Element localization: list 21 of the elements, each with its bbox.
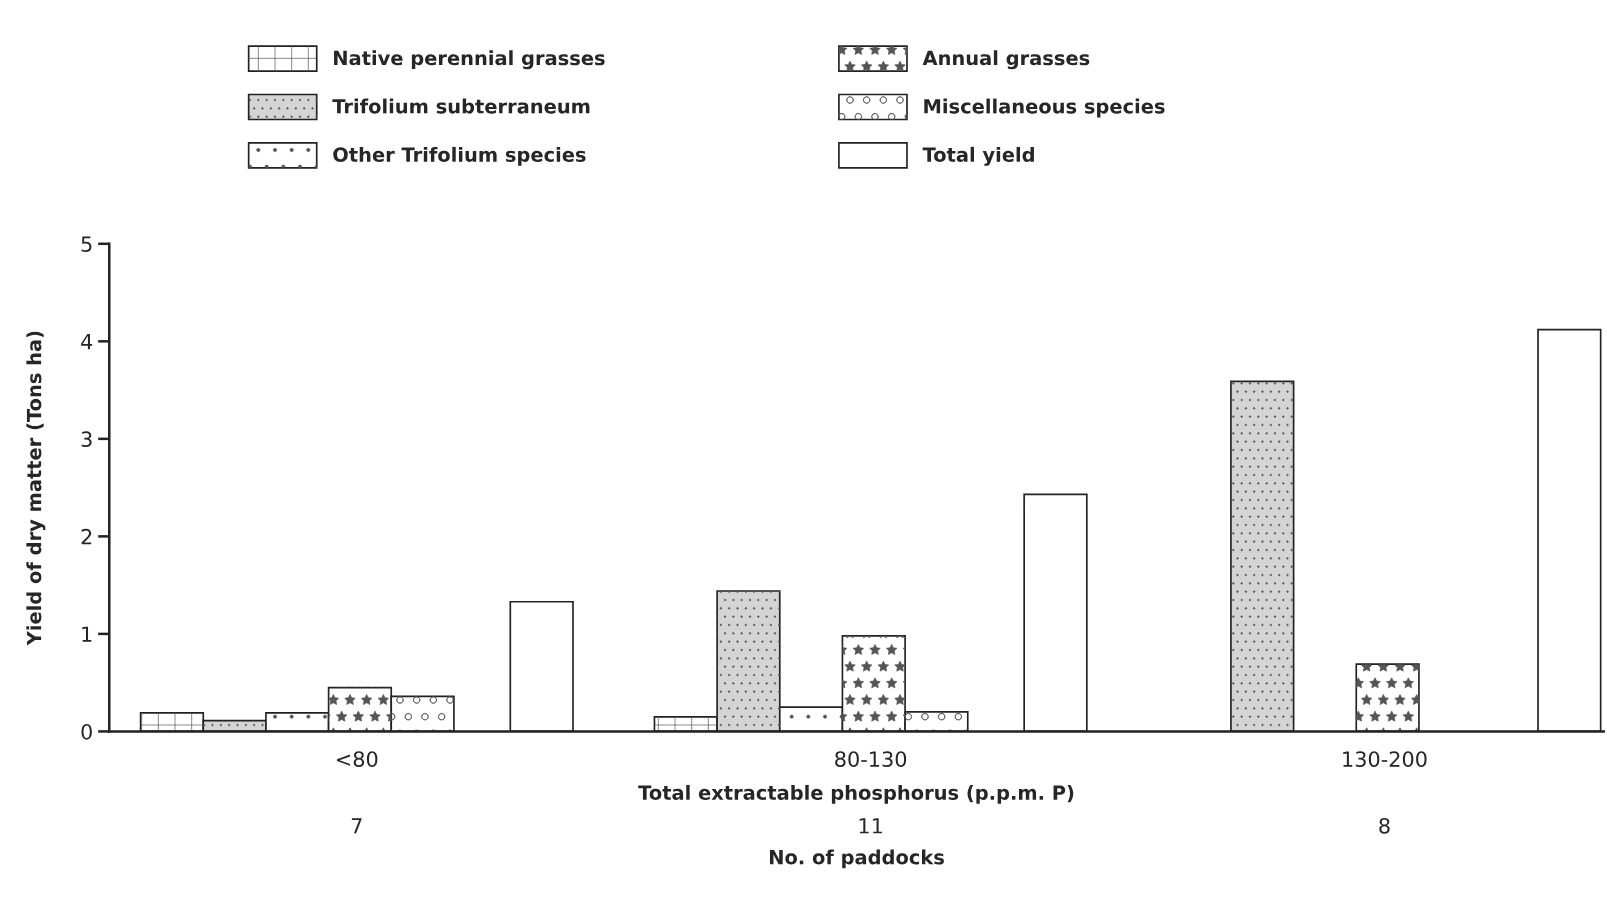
text: 11 (859, 818, 882, 834)
y-tick-label: 5 (81, 236, 92, 253)
x-tick-label: 130-200 (1343, 751, 1427, 767)
y-tick-label: 0 (81, 723, 92, 740)
y-tick-label: 4 (81, 334, 93, 350)
x-tick-label: 80-130 (835, 751, 907, 767)
legend-label: Other Trifolium species (333, 146, 586, 166)
legend-label: Trifolium subterraneum (332, 98, 590, 114)
text: No. of paddocks (770, 849, 944, 869)
legend-label: Total yield (922, 146, 1034, 166)
legend-label: Miscellaneous species (924, 98, 1165, 118)
legend-label: Annual grasses (922, 50, 1090, 70)
y-tick-label: 2 (81, 528, 92, 545)
legend-label: Native perennial grasses (334, 50, 605, 70)
x-axis-title: Total extractable phosphorus (p.p.m. P) (638, 784, 1074, 804)
text: 7 (351, 818, 362, 834)
y-axis-title: Yield of dry matter (Tons ha) (26, 331, 46, 646)
text: 8 (1379, 817, 1390, 834)
y-tick-label: 1 (82, 626, 92, 642)
y-tick-label: 3 (81, 431, 92, 448)
x-tick-label: <80 (337, 751, 378, 767)
